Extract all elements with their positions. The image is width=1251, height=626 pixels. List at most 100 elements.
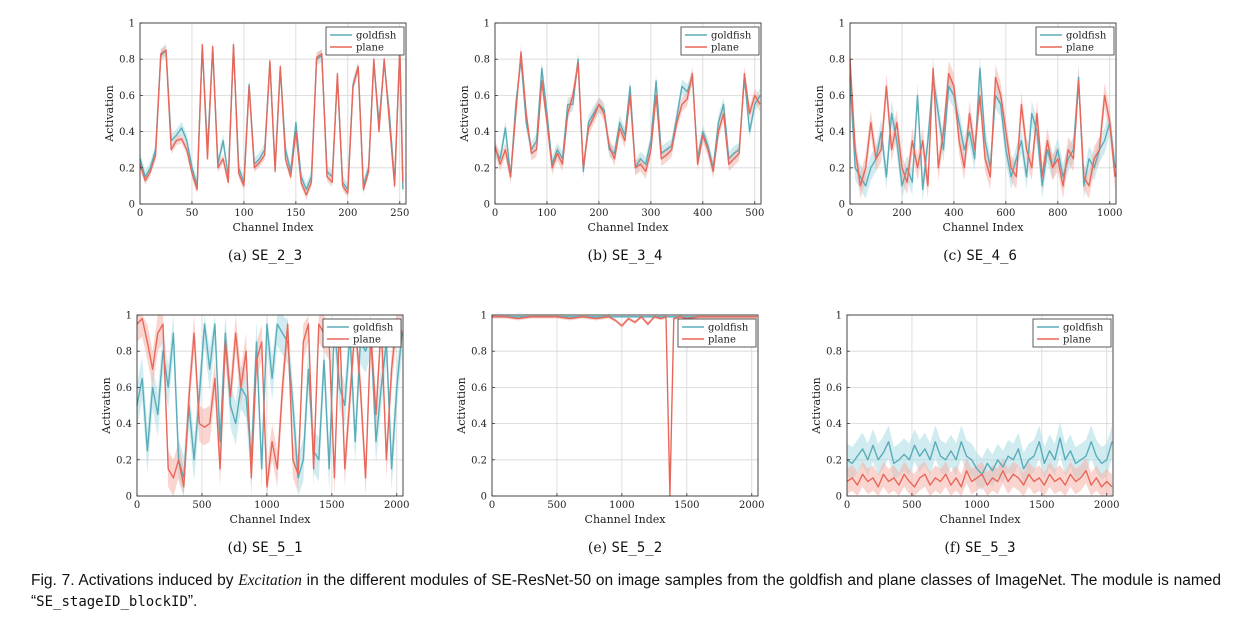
legend-box [1032, 318, 1112, 348]
y-tick-label: 0.4 [829, 127, 845, 138]
subcaption: (d) SE_5_1 [228, 540, 303, 556]
subcaption-letter: (f) [944, 540, 965, 556]
x-axis-label: Channel Index [230, 513, 312, 526]
plot-frame [846, 314, 1114, 497]
y-tick-label: 1 [484, 19, 490, 30]
legend-label-goldfish: goldfish [1066, 31, 1107, 42]
chart-panel-4: 0 500 1000 1500 2000 0 0.2 0.4 0.6 0.8 1 Channel In… [100, 311, 409, 557]
x-axis-label: Channel Index [588, 221, 670, 234]
x-axis-label: Channel Index [585, 513, 667, 526]
y-tick-label: 0.8 [829, 55, 845, 66]
x-tick-label: 0 [134, 500, 140, 511]
series-line-plane [139, 44, 404, 196]
subcaption-letter: (d) [228, 540, 252, 556]
y-axis-label: Activation [810, 377, 823, 434]
subcaption-letter: (b) [588, 248, 612, 264]
x-tick-label: 250 [390, 208, 409, 219]
plot-frame [849, 22, 1117, 205]
y-axis-label: Activation [458, 85, 471, 142]
subcaption: (e) SE_5_2 [588, 540, 662, 556]
x-tick-label: 1500 [1029, 500, 1054, 511]
series-line-plane [136, 317, 403, 488]
legend-label-goldfish: goldfish [356, 31, 397, 42]
y-tick-label: 0.6 [471, 383, 487, 394]
subcaption-module: SE_5_2 [612, 540, 663, 556]
caption-text-1: Fig. 7. Activations induced by [31, 572, 239, 589]
caption-code: SE_stageID_blockID [36, 594, 188, 610]
subcaption-letter: (c) [943, 248, 966, 264]
y-tick-label: 1 [836, 311, 842, 322]
x-axis-label: Channel Index [233, 221, 315, 234]
figure-caption: Fig. 7. Activations induced by Excitatio… [31, 570, 1221, 613]
series-line-plane [494, 51, 761, 178]
chart-panel-6: 0 500 1000 1500 2000 0 0.2 0.4 0.6 0.8 1 Channel In… [810, 311, 1119, 557]
x-tick-label: 500 [192, 500, 211, 511]
y-tick-label: 0.2 [474, 163, 490, 174]
series-band-goldfish [495, 52, 760, 185]
y-tick-label: 0.4 [474, 127, 490, 138]
series-line-plane [492, 316, 757, 497]
x-axis-label: Channel Index [943, 221, 1025, 234]
y-tick-label: 0.4 [119, 127, 135, 138]
x-tick-label: 1000 [609, 500, 634, 511]
y-tick-label: 0.8 [474, 55, 490, 66]
subcaption-module: SE_5_1 [252, 540, 303, 556]
x-tick-label: 1000 [1097, 208, 1122, 219]
legend-label-goldfish: goldfish [353, 323, 394, 334]
chart-panel-5: 0 500 1000 1500 2000 0 0.2 0.4 0.6 0.8 1 Channel In… [455, 311, 764, 557]
subcaption-module: SE_5_3 [965, 540, 1016, 556]
chart-panel-2: 0 100 200 300 400 500 0 0.2 0.4 0.6 0.8 1 Channel In… [458, 19, 764, 265]
subcaption: (b) SE_3_4 [588, 248, 663, 264]
plot-frame [491, 314, 759, 497]
chart-panel-1: 0 50 100 150 200 250 0 0.2 0.4 0.6 0.8 1 Channel Ind… [103, 19, 409, 265]
series-line-goldfish [494, 58, 761, 178]
y-tick-label: 0 [126, 492, 132, 503]
x-tick-label: 1000 [964, 500, 989, 511]
y-tick-label: 0 [481, 492, 487, 503]
legend-box [677, 318, 757, 348]
series-line-plane [849, 59, 1116, 187]
y-axis-label: Activation [103, 85, 116, 142]
legend-label-plane: plane [353, 335, 381, 346]
legend-box [322, 318, 402, 348]
x-tick-label: 400 [944, 208, 963, 219]
y-axis-label: Activation [100, 377, 113, 434]
subcaption-module: SE_4_6 [966, 248, 1017, 264]
y-axis-label: Activation [813, 85, 826, 142]
plot-frame [139, 22, 407, 205]
y-tick-label: 0.2 [826, 455, 842, 466]
y-tick-label: 0.2 [829, 163, 845, 174]
x-tick-label: 500 [745, 208, 764, 219]
legend-label-plane: plane [708, 335, 736, 346]
subcaption-letter: (e) [588, 540, 612, 556]
y-tick-label: 0.6 [116, 383, 132, 394]
plot-frame [494, 22, 762, 205]
plot-frame [136, 314, 404, 497]
y-tick-label: 0.8 [116, 347, 132, 358]
subcaption: (c) SE_4_6 [943, 248, 1017, 264]
x-tick-label: 0 [492, 208, 498, 219]
y-tick-label: 0 [836, 492, 842, 503]
caption-emphasis: Excitation [238, 572, 302, 589]
legend-label-goldfish: goldfish [1063, 323, 1104, 334]
y-tick-label: 0.8 [119, 55, 135, 66]
chart-panel-3: 0 200 400 600 800 1000 0 0.2 0.4 0.6 0.8 1 Channel I… [813, 19, 1122, 265]
x-tick-label: 2000 [739, 500, 764, 511]
legend-label-plane: plane [1063, 335, 1091, 346]
series-line-goldfish [846, 437, 1113, 475]
y-tick-label: 0.8 [471, 347, 487, 358]
x-tick-label: 500 [547, 500, 566, 511]
x-tick-label: 1500 [674, 500, 699, 511]
x-tick-label: 150 [286, 208, 305, 219]
x-tick-label: 50 [186, 208, 199, 219]
y-tick-label: 0.6 [474, 91, 490, 102]
legend-box [1035, 26, 1115, 56]
x-tick-label: 1500 [319, 500, 344, 511]
caption-text-3: ”. [187, 593, 198, 610]
series-band-goldfish [137, 315, 402, 496]
